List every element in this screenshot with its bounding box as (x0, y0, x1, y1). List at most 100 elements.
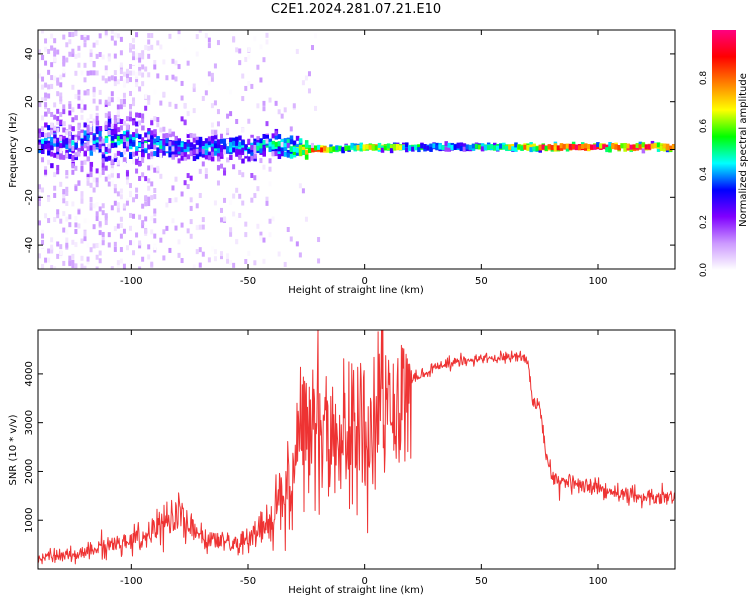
heatmap-cell (659, 143, 664, 149)
heatmap-cell (235, 151, 239, 157)
heatmap-cell (159, 143, 163, 149)
heatmap-cell (110, 205, 114, 211)
heatmap-cell (132, 132, 136, 138)
heatmap-cell (74, 165, 78, 171)
heatmap-cell (271, 216, 275, 222)
heatmap-cell (229, 227, 233, 233)
heatmap-cell (44, 38, 48, 44)
heatmap-cell (50, 129, 54, 135)
heatmap-cell (98, 206, 102, 212)
heatmap-cell (174, 225, 178, 231)
heatmap-cell (110, 211, 114, 217)
heatmap-cell (150, 261, 154, 267)
heatmap-cell (101, 165, 105, 171)
heatmap-cell (256, 64, 260, 70)
heatmap-cell (89, 172, 93, 178)
heatmap-cell (68, 135, 72, 141)
heatmap-cell (256, 145, 260, 151)
heatmap-cell (98, 52, 102, 58)
heatmap-cell (53, 134, 57, 140)
heatmap-cell (110, 35, 114, 41)
heatmap-cell (74, 94, 78, 100)
heatmap-cell (271, 140, 276, 146)
heatmap-cell (295, 48, 299, 54)
heatmap-cell (59, 119, 63, 125)
heatmap-cell (77, 45, 81, 51)
heatmap-cell (210, 138, 215, 144)
heatmap-cell (53, 56, 57, 62)
heatmap-cell (550, 145, 555, 151)
heatmap-cell (292, 143, 297, 149)
heatmap-cell (71, 259, 75, 265)
heatmap-cell (247, 156, 251, 162)
heatmap-cell (168, 33, 172, 39)
heatmap-cell (675, 144, 679, 149)
heatmap-cell (41, 97, 45, 103)
heatmap-cell (432, 143, 436, 149)
heatmap-cell (122, 149, 126, 155)
heatmap-cell (474, 143, 479, 149)
heatmap-cell (235, 239, 239, 245)
heatmap-cell (508, 144, 512, 150)
heatmap-cell (68, 261, 72, 267)
heatmap-cell (135, 82, 139, 88)
heatmap-cell (89, 114, 93, 120)
heatmap-cell (283, 151, 288, 157)
heatmap-cell (283, 142, 288, 148)
heatmap-cell (44, 135, 48, 141)
heatmap-cell (122, 161, 126, 167)
heatmap-cell (147, 244, 151, 250)
heatmap-cell (101, 147, 105, 153)
heatmap-cell (314, 105, 318, 111)
heatmap-cell (162, 126, 166, 132)
heatmap-cell (135, 52, 139, 58)
heatmap-cell (71, 84, 75, 90)
heatmap-cell (53, 38, 57, 44)
heatmap-cell (213, 100, 217, 106)
heatmap-cell (311, 142, 314, 148)
heatmap-cell (95, 177, 99, 183)
heatmap-cell (220, 133, 223, 139)
heatmap-cell (135, 158, 139, 164)
heatmap-cell (641, 142, 646, 148)
heatmap-cell (186, 184, 190, 190)
heatmap-cell (150, 154, 154, 160)
heatmap-cell (125, 131, 130, 137)
heatmap-cell (195, 34, 199, 40)
heatmap-cell (119, 75, 123, 81)
heatmap-cell (68, 154, 72, 160)
heatmap-cell (113, 241, 117, 247)
heatmap-cell (483, 145, 488, 151)
snr-x-ticks: -100 -50 0 50 100 (120, 330, 608, 587)
heatmap-cell (125, 73, 129, 79)
heatmap-cell (110, 159, 114, 165)
heatmap-cell (192, 144, 197, 150)
heatmap-cell (201, 146, 206, 152)
heatmap-cell (204, 146, 209, 152)
heatmap-cell (95, 254, 99, 260)
heatmap-cell (192, 86, 196, 92)
heatmap-cell (80, 34, 84, 40)
heatmap-cell (259, 44, 263, 50)
heatmap-cell (611, 144, 615, 150)
heatmap-cell (195, 51, 199, 57)
heatmap-cell (89, 70, 93, 76)
heatmap-cell (392, 143, 397, 149)
heatmap-cell (289, 126, 293, 132)
heatmap-cell (59, 244, 63, 250)
heatmap-cell (292, 146, 297, 152)
heatmap-cell (229, 154, 233, 160)
heatmap-cell (247, 138, 251, 144)
heatmap-cell (675, 144, 679, 149)
heatmap-cell (171, 74, 175, 80)
heatmap-cell (107, 155, 112, 161)
heatmap-cell (220, 207, 223, 213)
heatmap-cell (207, 80, 211, 86)
heatmap-cell (238, 154, 242, 160)
heatmap-cell (98, 217, 102, 223)
heatmap-cell (62, 104, 66, 110)
heatmap-cell (144, 72, 148, 78)
snr-y-tick-label: 1000 (24, 507, 35, 532)
heatmap-cell (47, 125, 51, 131)
heatmap-cell (235, 148, 239, 154)
